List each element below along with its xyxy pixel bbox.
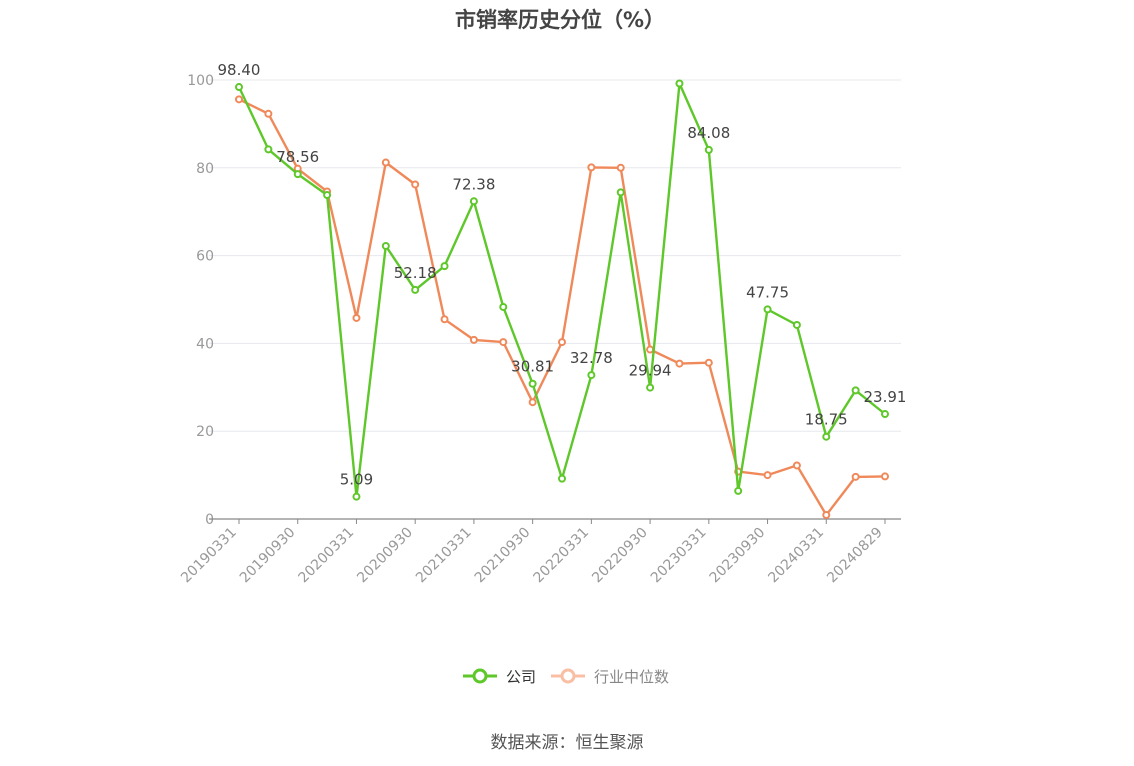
point-industry [851, 472, 860, 481]
data-label-company: 98.40 [218, 61, 261, 79]
point-company [293, 170, 302, 179]
series-line-industry [238, 98, 886, 517]
point-company [734, 486, 743, 495]
data-source: 数据来源：恒生聚源 [490, 733, 644, 753]
chart-plot: 0 20 40 60 80 100 2019033120190930202003312020… [178, 61, 907, 587]
point-company [763, 305, 772, 314]
point-company [851, 386, 860, 395]
y-tick-label: 100 [187, 73, 214, 89]
data-label-company: 72.38 [452, 175, 495, 193]
point-industry [440, 315, 449, 324]
point-industry [528, 398, 537, 407]
y-tick-label: 80 [196, 161, 214, 177]
x-tick-label: 20220331 [530, 525, 592, 587]
point-industry [381, 158, 390, 167]
legend-industry-label: 行业中位数 [594, 667, 670, 686]
point-company [352, 492, 361, 501]
x-tick-label: 20240829 [824, 525, 886, 587]
data-labels: 98.40 78.56 5.09 52.18 72.38 30.81 32.78 29.94 8… [218, 61, 907, 489]
point-industry [235, 95, 243, 104]
point-company [558, 474, 566, 483]
data-label-company: 84.08 [687, 124, 730, 142]
point-company [264, 145, 273, 154]
data-label-company: 30.81 [511, 358, 554, 376]
point-industry [646, 345, 655, 354]
legend-item-industry[interactable]: 行业中位数 [550, 666, 669, 687]
point-industry [792, 461, 801, 470]
point-company [528, 379, 537, 388]
legend-company-label: 公司 [506, 667, 537, 686]
point-industry [264, 109, 273, 118]
point-company [323, 191, 332, 200]
point-company [381, 241, 390, 250]
x-tick-label: 20220930 [589, 525, 651, 587]
x-tick-label: 20230331 [648, 525, 710, 587]
grid-lines [209, 79, 901, 432]
point-company [616, 188, 625, 197]
point-industry [587, 163, 596, 172]
x-tick-label: 20190331 [178, 525, 240, 587]
legend-item-company[interactable]: 公司 [462, 666, 536, 687]
x-tick-label: 20240331 [765, 525, 827, 587]
point-company [792, 320, 801, 329]
point-industry [822, 511, 831, 520]
y-tick-label: 20 [196, 424, 214, 440]
point-company [675, 79, 684, 88]
point-industry [881, 472, 889, 481]
point-company [822, 432, 831, 441]
point-industry [675, 359, 684, 368]
x-tick-label: 20200930 [354, 525, 416, 587]
point-industry [469, 335, 478, 344]
legend-company-icon [463, 668, 497, 684]
point-company [411, 285, 420, 294]
x-tick-label: 20210930 [472, 525, 534, 587]
point-company [499, 302, 508, 311]
data-label-company: 78.56 [276, 148, 319, 166]
chart-title: 市销率历史分位（%） [454, 8, 666, 32]
point-company [704, 145, 713, 154]
data-label-company: 29.94 [629, 362, 672, 380]
series-lines [235, 79, 889, 520]
point-industry [763, 471, 772, 480]
legend: 公司 行业中位数 [462, 664, 683, 688]
data-label-company: 32.78 [570, 349, 613, 367]
y-tick-label: 0 [205, 512, 214, 528]
point-industry [616, 163, 625, 172]
x-tick-label: 20230930 [707, 525, 769, 587]
data-label-company: 23.91 [864, 388, 907, 406]
point-company [646, 383, 655, 392]
x-tick-label: 20210331 [413, 525, 475, 587]
point-industry [704, 358, 713, 367]
x-tick-label: 20190930 [237, 525, 299, 587]
x-tick-label: 20200331 [296, 525, 358, 587]
data-label-company: 47.75 [746, 283, 789, 301]
y-tick-label: 40 [196, 336, 214, 352]
point-company [235, 83, 243, 92]
point-industry [352, 313, 361, 322]
data-label-company: 18.75 [805, 411, 848, 429]
point-company [469, 197, 478, 206]
legend-industry-icon [551, 668, 586, 684]
y-tick-label: 60 [196, 249, 214, 265]
point-company [881, 410, 889, 419]
point-industry [411, 180, 420, 189]
point-industry [499, 338, 508, 347]
point-company [587, 371, 596, 380]
data-label-company: 52.18 [394, 264, 437, 282]
point-company [440, 262, 449, 271]
data-label-company: 5.09 [340, 471, 373, 489]
point-industry [558, 338, 566, 347]
